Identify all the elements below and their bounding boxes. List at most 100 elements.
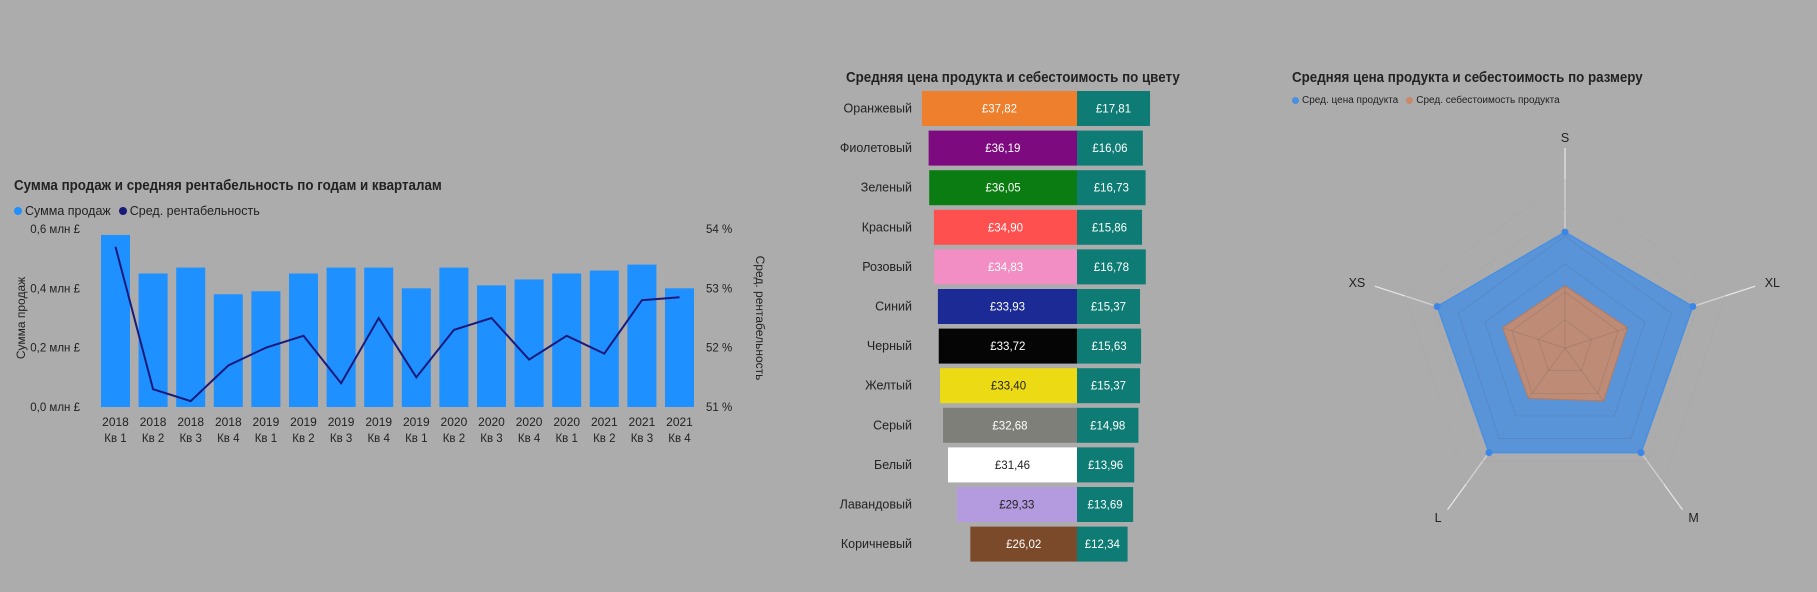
y2-axis-title: Сред. рентабельность	[753, 256, 767, 381]
price-bar	[940, 368, 1077, 404]
color-category-label: Лавандовый	[840, 498, 912, 512]
price-bar	[928, 130, 1077, 166]
price-bar	[948, 447, 1077, 483]
cost-bar	[1077, 91, 1151, 126]
price-data-label: £26,02	[1006, 539, 1041, 551]
y-tick-label: 0,0 млн £	[30, 402, 80, 414]
price-bar	[943, 407, 1077, 443]
price-bar	[970, 526, 1077, 562]
x-tick-year: 2021	[591, 415, 618, 429]
price-data-label: £33,40	[991, 381, 1026, 393]
cost-data-label: £16,73	[1094, 183, 1129, 195]
radar-price-marker	[1561, 228, 1569, 236]
price-bar	[933, 209, 1077, 245]
legend-item-profitability[interactable]: Сред. рентабельность	[118, 204, 260, 218]
radar-category-label: XS	[1349, 276, 1366, 290]
x-tick-quarter: Кв 4	[217, 433, 240, 445]
legend-item-sales[interactable]: Сумма продаж	[14, 204, 111, 218]
x-tick-quarter: Кв 1	[104, 433, 126, 445]
sales-bar	[439, 267, 469, 407]
radar-category-label: M	[1688, 511, 1698, 525]
radar-category-label: L	[1435, 511, 1442, 525]
y-tick-label: 0,4 млн £	[30, 283, 80, 295]
x-tick-year: 2018	[177, 415, 204, 429]
sales-bar	[101, 234, 130, 407]
sales-bar	[176, 267, 206, 407]
chart2-plot: Оранжевый £37,82 £17,81 Фиолетовый £36,19 £16…	[840, 91, 1151, 562]
y2-tick-label: 52 %	[706, 343, 732, 355]
chart2-title: Средняя цена продукта и себестоимость по…	[846, 70, 1180, 86]
price-data-label: £31,46	[995, 460, 1030, 472]
cost-data-label: £12,34	[1085, 539, 1121, 551]
x-tick-year: 2020	[441, 415, 468, 429]
sales-bar	[627, 264, 657, 407]
x-tick-quarter: Кв 2	[292, 433, 314, 445]
sales-bar	[213, 294, 243, 407]
price-bar	[929, 170, 1077, 206]
radar-spoke-overlay	[1564, 347, 1665, 485]
x-tick-year: 2020	[478, 415, 505, 429]
cost-bar	[1077, 170, 1146, 206]
color-category-label: Розовый	[862, 260, 912, 274]
x-tick-quarter: Кв 3	[179, 433, 201, 445]
radar-grid-ring	[1431, 207, 1699, 462]
price-bar	[937, 289, 1077, 324]
cost-data-label: £16,06	[1092, 143, 1127, 155]
color-category-label: Серый	[873, 418, 912, 432]
price-data-label: £33,72	[990, 341, 1025, 353]
legend-dot-avg-cost	[1406, 97, 1414, 104]
profitability-line	[114, 246, 680, 403]
cost-data-label: £13,96	[1088, 460, 1123, 472]
x-tick-year: 2018	[102, 415, 129, 429]
radar-spoke-overlay	[1465, 347, 1566, 485]
sales-bar	[364, 267, 394, 407]
color-category-label: Желтый	[865, 379, 912, 393]
x-tick-year: 2020	[516, 415, 543, 429]
y2-tick-label: 51 %	[706, 402, 732, 414]
cost-data-label: £15,37	[1091, 302, 1126, 314]
cost-bar	[1077, 526, 1128, 562]
sales-bar	[289, 273, 318, 407]
radar-price-marker	[1485, 449, 1493, 457]
color-category-label: Фиолетовый	[840, 141, 912, 155]
cost-bar	[1077, 289, 1141, 324]
radar-cost-area	[1502, 285, 1628, 402]
radar-spoke-overlay	[1564, 295, 1725, 349]
legend-label-avg-cost: Сред. себестоимость продукта	[1416, 95, 1560, 106]
x-tick-quarter: Кв 1	[555, 433, 577, 445]
radar-grid-overlay	[1511, 291, 1619, 394]
legend-label-avg-price: Сред. цена продукта	[1302, 95, 1399, 106]
cost-bar	[1077, 209, 1143, 245]
radar-price-marker	[1433, 302, 1441, 310]
x-tick-year: 2018	[140, 415, 167, 429]
cost-data-label: £15,86	[1092, 222, 1127, 234]
price-bar	[921, 91, 1077, 126]
radar-grid-overlay	[1484, 263, 1646, 417]
x-tick-quarter: Кв 3	[330, 433, 352, 445]
cost-bar	[1077, 407, 1139, 443]
y2-tick-label: 54 %	[706, 224, 732, 236]
color-category-label: Оранжевый	[844, 102, 912, 116]
radar-category-label: XL	[1765, 276, 1780, 290]
color-category-label: Черный	[867, 339, 912, 353]
legend-label-sales: Сумма продаж	[25, 204, 111, 218]
chart1-title: Сумма продаж и средняя рентабельность по…	[14, 178, 442, 194]
legend-item-avg-cost[interactable]: Сред. себестоимость продукта	[1406, 95, 1560, 106]
color-category-label: Красный	[862, 220, 912, 234]
chart3-legend: Сред. цена продукта Сред. себестоимость …	[1292, 95, 1568, 106]
y2-tick-label: 53 %	[706, 283, 732, 295]
radar-grid-overlay	[1537, 319, 1593, 372]
x-tick-year: 2019	[290, 415, 317, 429]
legend-item-avg-price[interactable]: Сред. цена продукта	[1292, 95, 1398, 106]
sales-bar	[138, 273, 168, 407]
radar-price-marker	[1689, 302, 1697, 310]
x-tick-quarter: Кв 2	[593, 433, 615, 445]
sales-bar	[665, 288, 694, 407]
x-tick-quarter: Кв 2	[142, 433, 164, 445]
radar-grid-overlay	[1404, 179, 1726, 485]
radar-price-marker	[1637, 449, 1645, 457]
radar-grid-ring	[1404, 179, 1726, 485]
price-data-label: £36,19	[985, 143, 1020, 155]
x-tick-quarter: Кв 4	[518, 433, 541, 445]
cost-bar	[1077, 487, 1134, 522]
